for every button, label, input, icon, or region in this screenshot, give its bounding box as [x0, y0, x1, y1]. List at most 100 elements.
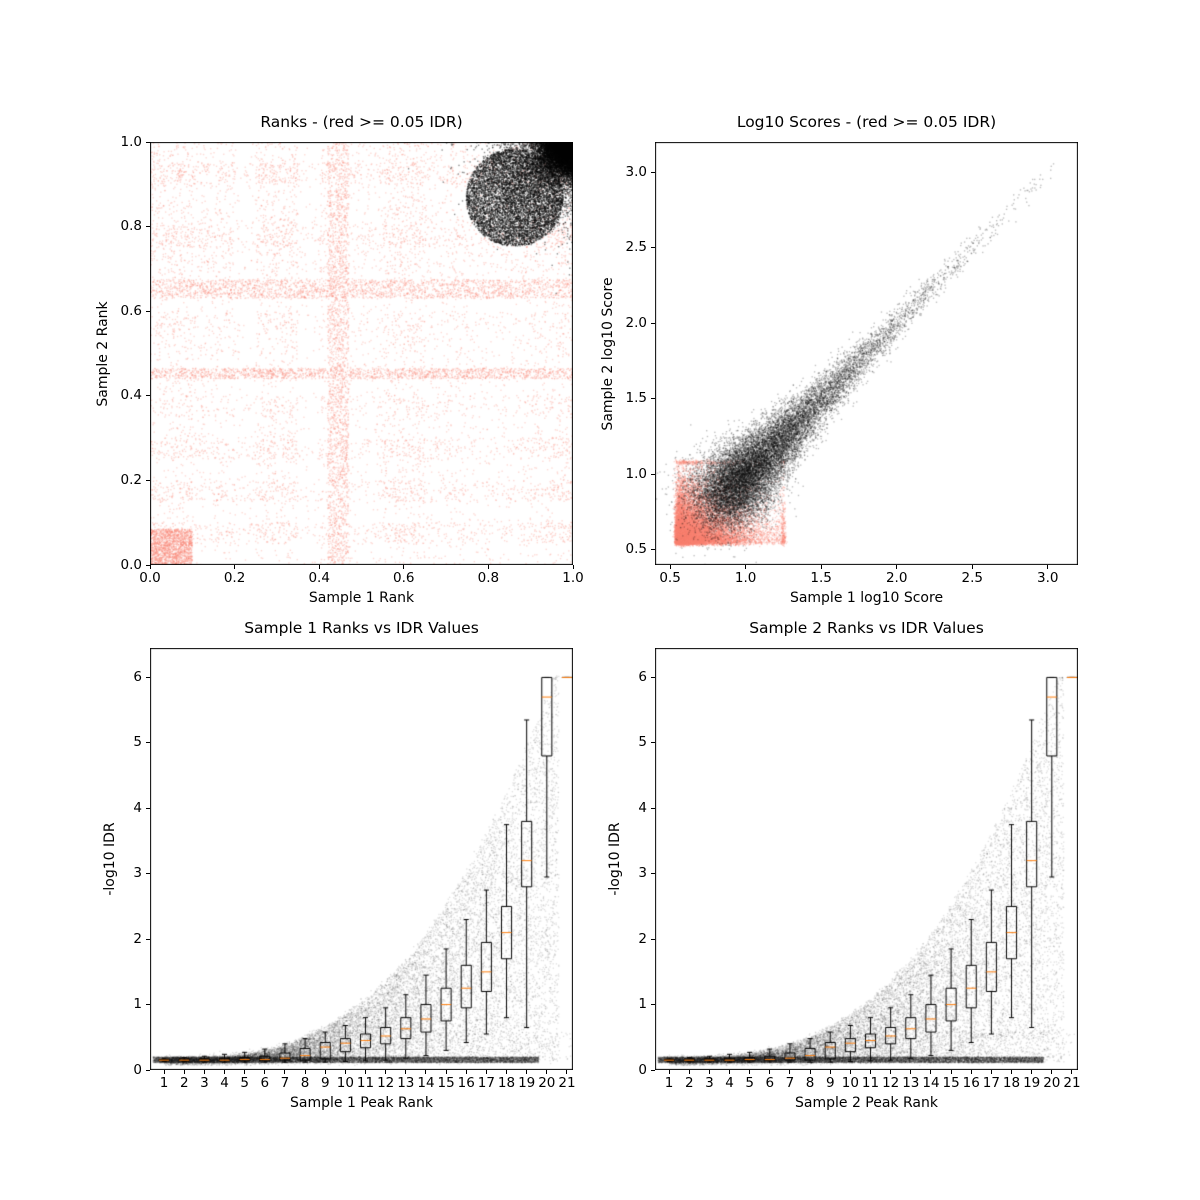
- y-tick-label: 6: [133, 668, 142, 685]
- x-tick-mark: [970, 1070, 972, 1074]
- x-tick-mark: [264, 1070, 266, 1074]
- x-tick-mark: [324, 1070, 326, 1074]
- x-tick-label: 6: [765, 1075, 775, 1091]
- x-tick-mark: [896, 565, 898, 569]
- y-tick-mark: [146, 676, 150, 678]
- x-tick-label: 13: [397, 1075, 415, 1091]
- x-tick-mark: [820, 565, 822, 569]
- x-tick-label: 0.0: [139, 570, 161, 586]
- x-tick-mark: [284, 1070, 286, 1074]
- x-tick-mark: [1011, 1070, 1013, 1074]
- x-tick-label: 1: [159, 1075, 169, 1091]
- x-tick-mark: [745, 565, 747, 569]
- y-tick-label: 6: [638, 668, 647, 685]
- y-tick-label: 0.2: [120, 471, 142, 488]
- y-tick-mark: [146, 564, 150, 566]
- x-tick-label: 21: [1063, 1075, 1081, 1091]
- x-tick-mark: [849, 1070, 851, 1074]
- x-tick-mark: [668, 1070, 670, 1074]
- y-tick-label: 1.5: [625, 390, 647, 407]
- x-tick-mark: [1071, 1070, 1073, 1074]
- x-tick-label: 1.0: [562, 570, 584, 586]
- x-tick-label: 12: [377, 1075, 395, 1091]
- x-tick-mark: [729, 1070, 731, 1074]
- x-axis-label: Sample 1 log10 Score: [789, 590, 944, 606]
- x-tick-mark: [405, 1070, 407, 1074]
- y-tick-label: 0.5: [625, 541, 647, 558]
- y-tick-mark: [146, 938, 150, 940]
- y-tick-label: 3: [133, 865, 142, 882]
- x-tick-mark: [526, 1070, 528, 1074]
- y-tick-mark: [651, 322, 655, 324]
- x-tick-label: 16: [962, 1075, 980, 1091]
- x-tick-label: 3: [705, 1075, 714, 1091]
- x-tick-label: 18: [1002, 1075, 1021, 1091]
- x-tick-label: 3.0: [1037, 570, 1059, 586]
- y-tick-label: 3.0: [625, 163, 647, 180]
- y-tick-mark: [651, 676, 655, 678]
- y-tick-mark: [651, 549, 655, 551]
- x-tick-mark: [769, 1070, 771, 1074]
- x-tick-mark: [971, 565, 973, 569]
- y-tick-label: 5: [133, 734, 142, 751]
- x-axis-label: Sample 2 Peak Rank: [795, 1095, 938, 1111]
- y-tick-mark: [146, 226, 150, 228]
- x-tick-mark: [425, 1070, 427, 1074]
- x-tick-label: 14: [417, 1075, 435, 1091]
- x-tick-label: 7: [785, 1075, 795, 1091]
- y-tick-mark: [651, 807, 655, 809]
- chart-title: Ranks - (red >= 0.05 IDR): [260, 113, 463, 131]
- x-tick-label: 7: [280, 1075, 290, 1091]
- x-tick-mark: [708, 1070, 710, 1074]
- x-tick-mark: [950, 1070, 952, 1074]
- y-tick-mark: [146, 479, 150, 481]
- x-tick-label: 4: [725, 1075, 734, 1091]
- x-tick-label: 19: [518, 1075, 536, 1091]
- x-tick-label: 14: [922, 1075, 940, 1091]
- x-tick-mark: [749, 1070, 751, 1074]
- y-tick-label: 0.0: [120, 556, 142, 573]
- x-tick-label: 18: [497, 1075, 516, 1091]
- y-tick-label: 5: [638, 734, 647, 751]
- x-tick-mark: [149, 565, 151, 569]
- x-tick-mark: [809, 1070, 811, 1074]
- x-tick-mark: [506, 1070, 508, 1074]
- x-tick-label: 9: [825, 1075, 835, 1091]
- y-tick-label: 1: [133, 996, 142, 1013]
- x-tick-label: 15: [437, 1075, 455, 1091]
- x-tick-label: 8: [805, 1075, 815, 1091]
- x-tick-mark: [829, 1070, 831, 1074]
- x-tick-mark: [485, 1070, 487, 1074]
- y-tick-mark: [651, 473, 655, 475]
- x-tick-label: 17: [477, 1075, 495, 1091]
- chart-title: Log10 Scores - (red >= 0.05 IDR): [736, 113, 997, 131]
- y-axis-label: -log10 IDR: [607, 822, 623, 896]
- x-tick-label: 16: [457, 1075, 475, 1091]
- x-tick-label: 1.0: [734, 570, 757, 586]
- y-tick-label: 4: [638, 799, 647, 816]
- x-axis-label: Sample 1 Peak Rank: [290, 1095, 433, 1111]
- x-tick-label: 3: [200, 1075, 209, 1091]
- sample1-ranks-vs-idr-canvas: [150, 648, 573, 1070]
- x-tick-label: 11: [356, 1075, 375, 1091]
- y-tick-mark: [146, 1069, 150, 1071]
- y-tick-mark: [146, 1004, 150, 1006]
- x-tick-mark: [304, 1070, 306, 1074]
- x-tick-mark: [669, 565, 671, 569]
- x-tick-mark: [930, 1070, 932, 1074]
- x-tick-label: 4: [220, 1075, 229, 1091]
- chart-title: Sample 2 Ranks vs IDR Values: [749, 619, 984, 637]
- x-tick-mark: [365, 1070, 367, 1074]
- log10-scores-scatter-canvas: [655, 142, 1078, 565]
- x-tick-label: 0.6: [393, 570, 415, 586]
- x-tick-label: 15: [942, 1075, 960, 1091]
- y-tick-mark: [146, 395, 150, 397]
- x-tick-mark: [890, 1070, 892, 1074]
- y-tick-mark: [651, 247, 655, 249]
- x-tick-label: 1.5: [810, 570, 832, 586]
- x-tick-mark: [344, 1070, 346, 1074]
